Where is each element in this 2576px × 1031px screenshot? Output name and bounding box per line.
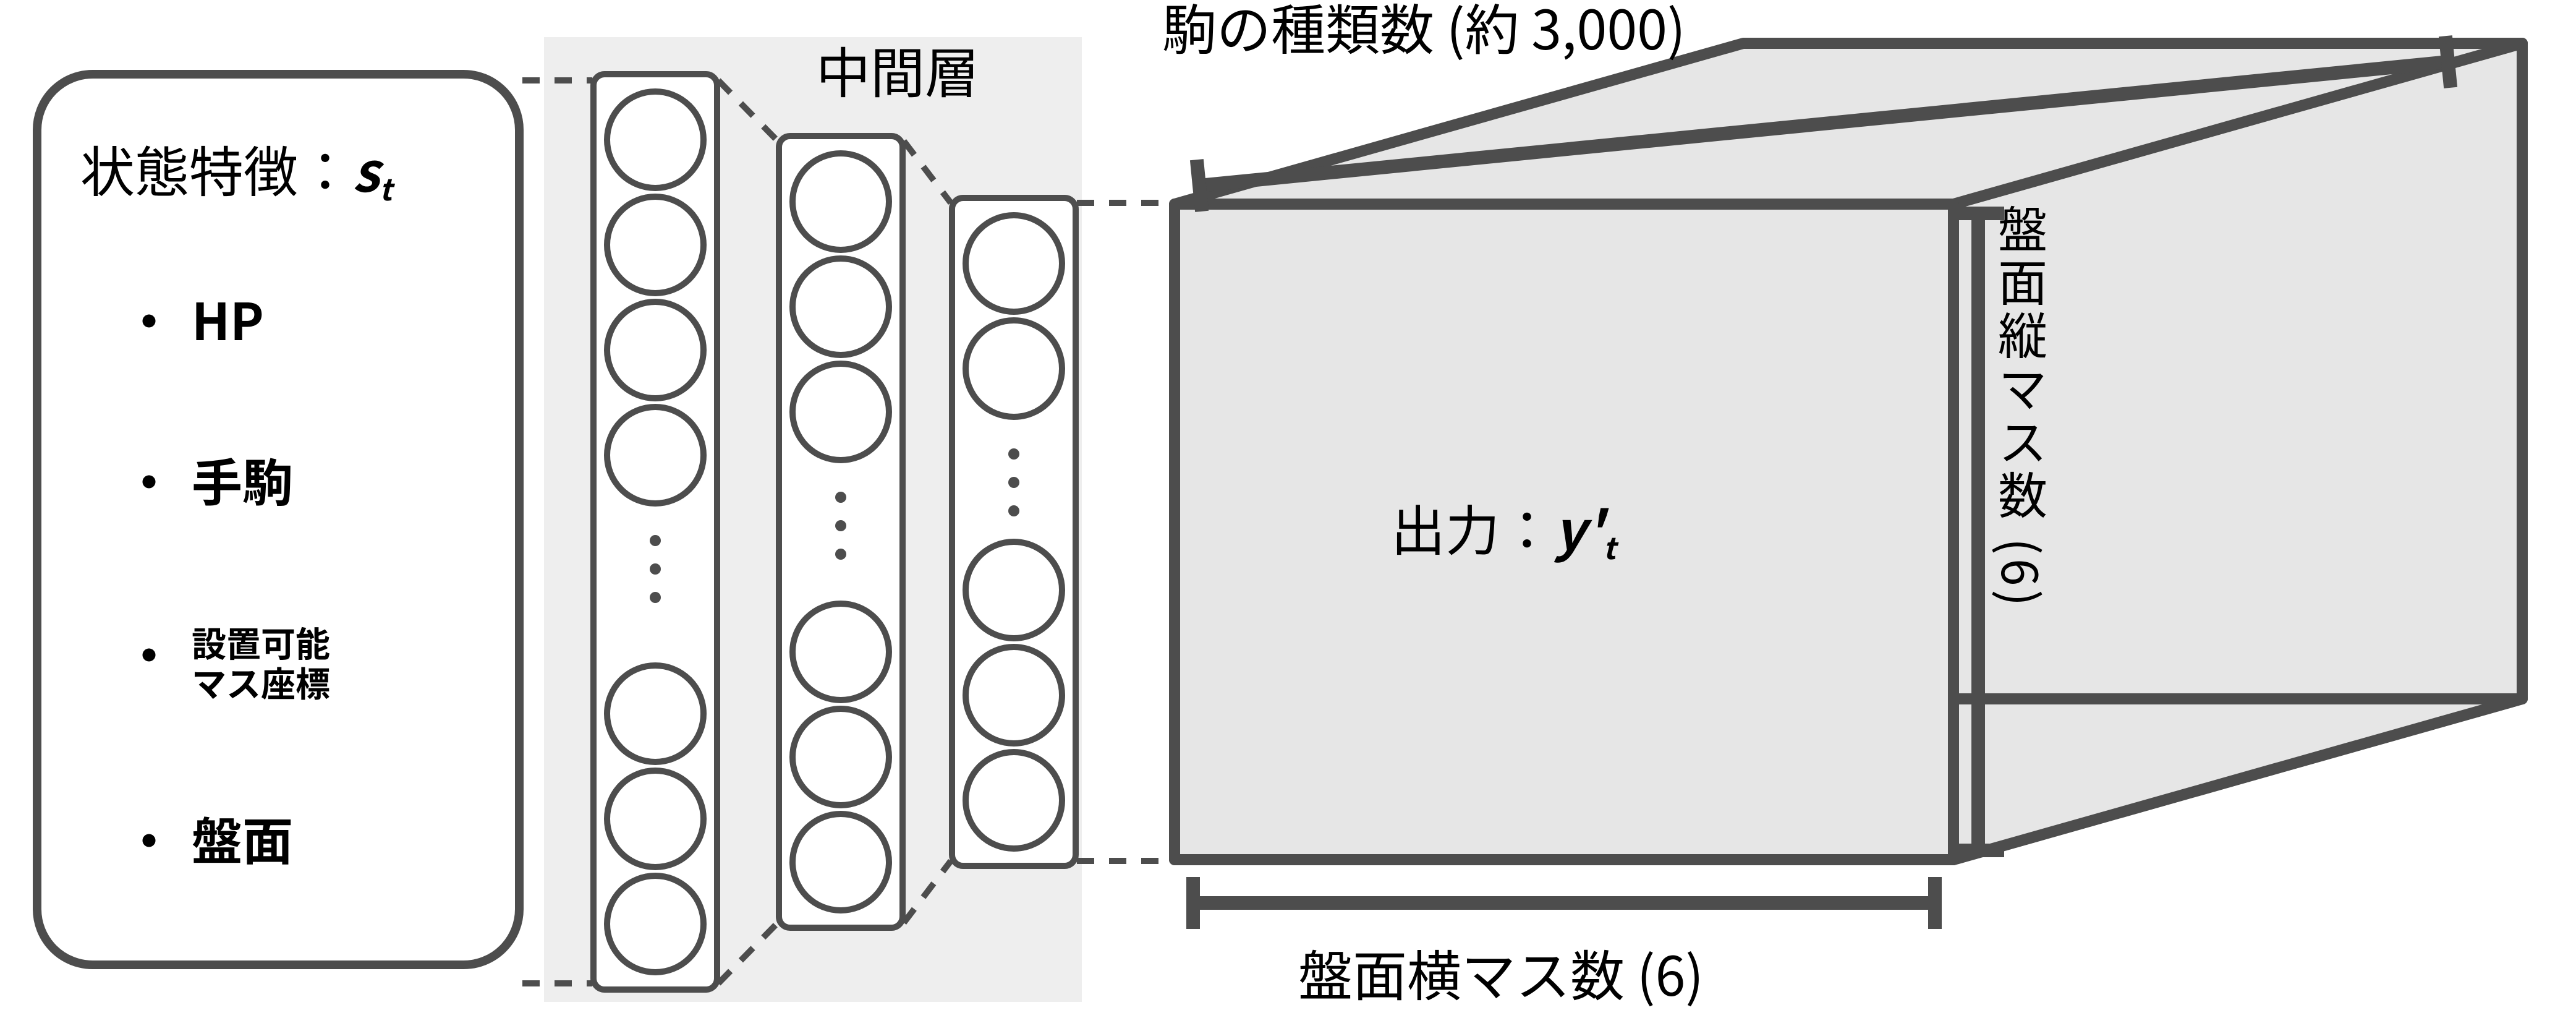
bullet-dot: ・ — [124, 801, 174, 875]
ellipsis-dot — [650, 563, 661, 575]
bullet-dot: ・ — [124, 442, 174, 516]
ellipsis-dot — [1008, 505, 1019, 516]
dim-label-bottom: 盤面横マス数 (6) — [1298, 933, 1704, 1012]
layer-rect-1 — [779, 136, 903, 928]
input-title: 状態特徴：st — [80, 129, 396, 209]
ellipsis-dot — [650, 592, 661, 603]
input-item-3: 盤面 — [192, 801, 293, 875]
ellipsis-dot — [835, 520, 846, 531]
dim-label-right: 盤面縦マス数 (6) — [1987, 204, 2059, 610]
bullet-dot: ・ — [124, 281, 174, 355]
input-item-2-line2: マス座標 — [192, 657, 330, 707]
dim-cap — [2446, 36, 2451, 88]
ellipsis-dot — [1008, 477, 1019, 488]
ellipsis-dot — [835, 549, 846, 560]
hidden-layer-label: 中間層 — [816, 30, 979, 109]
ellipsis-dot — [650, 535, 661, 546]
ellipsis-dot — [1008, 448, 1019, 460]
output-label: 出力：y't — [1391, 488, 1619, 568]
dim-cap — [1197, 160, 1202, 212]
dim-label-top: 駒の種類数 (約 3,000) — [1162, 0, 1686, 66]
input-item-1: 手駒 — [192, 442, 293, 516]
ellipsis-dot — [835, 492, 846, 503]
layer-rect-0 — [593, 74, 717, 990]
layer-rect-2 — [952, 198, 1076, 866]
bullet-dot: ・ — [124, 615, 174, 689]
input-item-0: HP — [192, 281, 264, 355]
